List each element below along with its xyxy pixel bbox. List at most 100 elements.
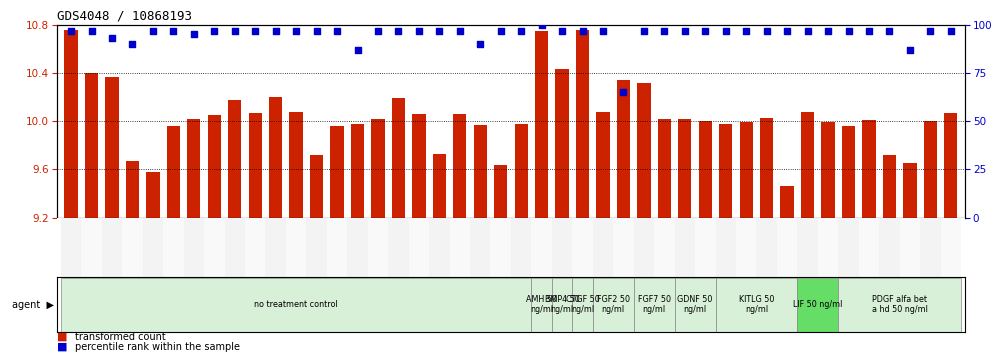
- Point: [820, 28, 836, 33]
- Point: [554, 28, 570, 33]
- Bar: [65, 30, 78, 218]
- Bar: [245, 218, 266, 278]
- Bar: [269, 97, 282, 218]
- Bar: [944, 113, 957, 218]
- Bar: [391, 98, 405, 218]
- Point: [145, 28, 161, 33]
- Point: [861, 28, 876, 33]
- Text: BMP4 50
ng/ml: BMP4 50 ng/ml: [545, 295, 580, 314]
- Bar: [408, 218, 429, 278]
- Bar: [798, 218, 818, 278]
- Point: [390, 28, 406, 33]
- Bar: [290, 112, 303, 218]
- Bar: [163, 218, 183, 278]
- Bar: [839, 218, 859, 278]
- Text: ■: ■: [57, 332, 71, 342]
- Bar: [657, 119, 671, 218]
- Point: [268, 28, 284, 33]
- Bar: [123, 218, 142, 278]
- Bar: [125, 161, 139, 218]
- Point: [779, 28, 795, 33]
- Bar: [266, 218, 286, 278]
- Point: [84, 28, 100, 33]
- Bar: [368, 218, 388, 278]
- Bar: [372, 119, 384, 218]
- Bar: [204, 218, 224, 278]
- Text: PDGF alfa bet
a hd 50 ng/ml: PDGF alfa bet a hd 50 ng/ml: [872, 295, 927, 314]
- Bar: [617, 80, 630, 218]
- Point: [227, 28, 243, 33]
- Point: [902, 47, 918, 53]
- Bar: [327, 218, 348, 278]
- Text: agent  ▶: agent ▶: [12, 299, 54, 310]
- Bar: [351, 124, 365, 218]
- Point: [124, 41, 140, 47]
- Point: [431, 28, 447, 33]
- Point: [841, 28, 857, 33]
- Point: [247, 28, 263, 33]
- Text: LIF 50 ng/ml: LIF 50 ng/ml: [793, 300, 843, 309]
- Bar: [573, 278, 593, 331]
- Bar: [633, 278, 674, 331]
- Point: [309, 28, 325, 33]
- Bar: [882, 155, 896, 218]
- Point: [206, 28, 222, 33]
- Bar: [879, 218, 899, 278]
- Point: [616, 90, 631, 95]
- Bar: [331, 126, 344, 218]
- Point: [452, 28, 468, 33]
- Bar: [474, 125, 487, 218]
- Bar: [429, 218, 449, 278]
- Bar: [286, 218, 307, 278]
- Text: AMH 50
ng/ml: AMH 50 ng/ml: [526, 295, 557, 314]
- Bar: [535, 31, 548, 218]
- Bar: [903, 164, 916, 218]
- Bar: [453, 114, 466, 218]
- Bar: [102, 218, 123, 278]
- Bar: [224, 218, 245, 278]
- Bar: [637, 82, 650, 218]
- Bar: [740, 122, 753, 218]
- Bar: [715, 218, 736, 278]
- Text: FGF2 50
ng/ml: FGF2 50 ng/ml: [597, 295, 629, 314]
- Point: [697, 28, 713, 33]
- Point: [677, 28, 693, 33]
- Text: KITLG 50
ng/ml: KITLG 50 ng/ml: [739, 295, 774, 314]
- Bar: [207, 115, 221, 218]
- Bar: [61, 278, 532, 331]
- Bar: [183, 218, 204, 278]
- Bar: [715, 278, 798, 331]
- Bar: [674, 218, 695, 278]
- Point: [63, 28, 79, 33]
- Bar: [822, 122, 835, 218]
- Point: [738, 28, 754, 33]
- Text: ■: ■: [57, 342, 71, 352]
- Bar: [859, 218, 879, 278]
- Point: [513, 28, 529, 33]
- Bar: [490, 218, 511, 278]
- Bar: [573, 218, 593, 278]
- Bar: [818, 218, 839, 278]
- Bar: [511, 218, 532, 278]
- Bar: [899, 218, 920, 278]
- Point: [104, 35, 120, 41]
- Bar: [593, 278, 633, 331]
- Bar: [920, 218, 940, 278]
- Bar: [654, 218, 674, 278]
- Point: [534, 22, 550, 28]
- Bar: [633, 218, 654, 278]
- Bar: [674, 278, 715, 331]
- Bar: [698, 121, 712, 218]
- Bar: [307, 218, 327, 278]
- Text: percentile rank within the sample: percentile rank within the sample: [75, 342, 240, 352]
- Bar: [552, 278, 573, 331]
- Bar: [576, 30, 590, 218]
- Bar: [146, 172, 159, 218]
- Bar: [756, 218, 777, 278]
- Point: [370, 28, 385, 33]
- Point: [329, 28, 345, 33]
- Bar: [494, 165, 507, 218]
- Bar: [412, 114, 425, 218]
- Text: FGF7 50
ng/ml: FGF7 50 ng/ml: [637, 295, 670, 314]
- Bar: [348, 218, 368, 278]
